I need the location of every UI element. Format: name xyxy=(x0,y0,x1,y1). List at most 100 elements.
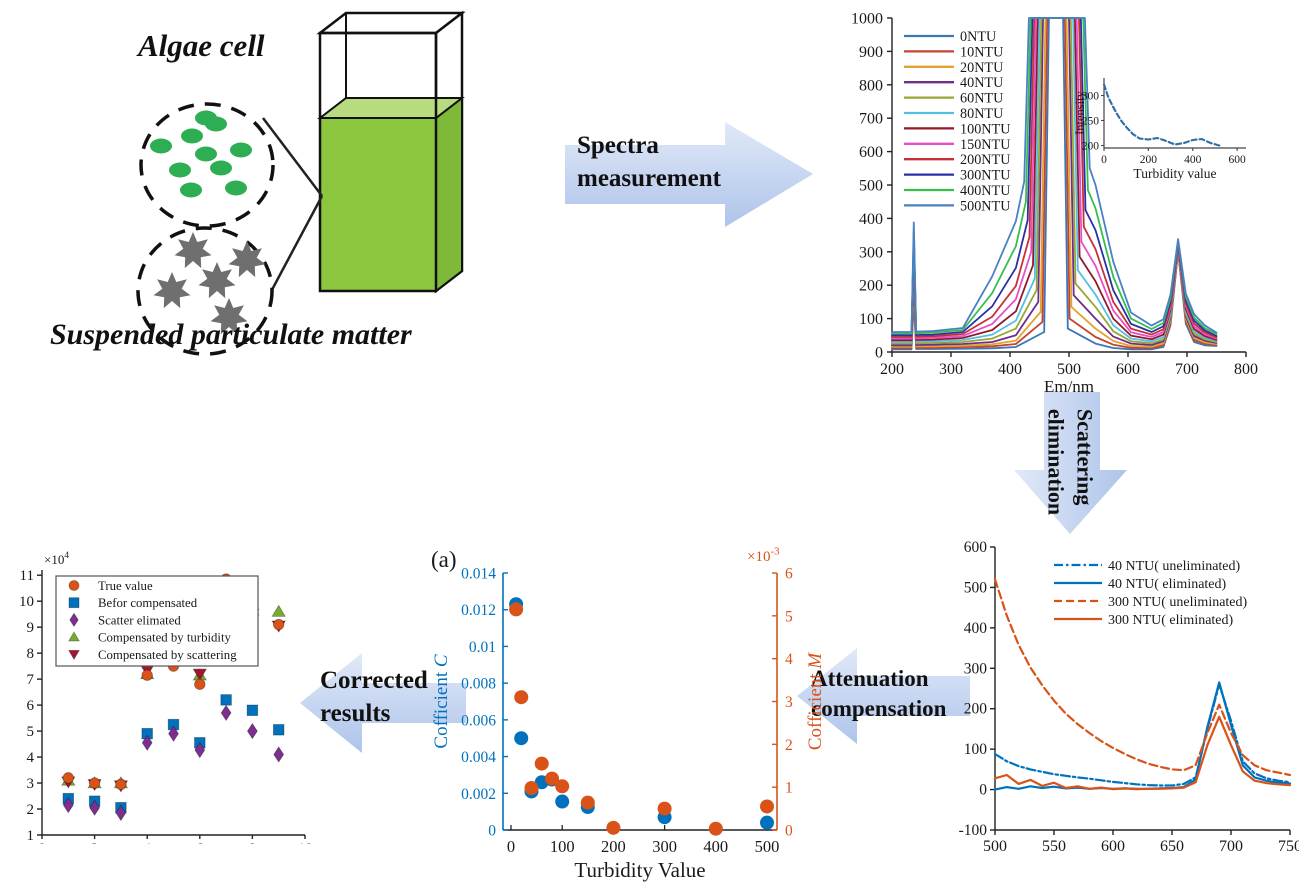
tick-label: 2 xyxy=(27,802,35,818)
scatter-point xyxy=(514,690,529,705)
marker-circle xyxy=(88,777,101,789)
legend-label: 300NTU xyxy=(960,168,1010,184)
tick-label: 0.012 xyxy=(461,602,496,619)
algae-cell xyxy=(150,138,172,154)
tick-label: 9 xyxy=(27,620,35,636)
particle-star xyxy=(153,272,191,309)
tick-label: 600 xyxy=(1229,154,1247,166)
inset-line xyxy=(1102,83,1221,147)
algae-cell xyxy=(195,110,217,126)
tick-label: 2 xyxy=(785,737,793,754)
algae-cell xyxy=(230,142,252,158)
tick-label: 400 xyxy=(1184,154,1202,166)
tick-label: 1000 xyxy=(851,11,883,28)
algae-cell xyxy=(180,182,202,198)
marker-circle xyxy=(115,778,127,791)
legend-label: Scatter elimated xyxy=(98,613,181,627)
tick-label: 6 xyxy=(27,698,35,714)
tick-label: 3 xyxy=(785,694,793,711)
scatter-point xyxy=(580,795,595,810)
legend-label: 400NTU xyxy=(960,183,1010,199)
axis-multiplier: ×10-3 xyxy=(747,545,779,565)
legend-label: 0NTU xyxy=(960,29,996,45)
tick-label: 500 xyxy=(859,178,883,195)
tick-label: 300 xyxy=(1082,91,1100,103)
tick-label: 500 xyxy=(983,838,1007,855)
arrow-label-line2: elimination xyxy=(1044,408,1069,516)
marker-diamond xyxy=(141,734,153,752)
scatter-point xyxy=(555,779,570,794)
liquid-front-face xyxy=(319,117,437,292)
tick-label: 700 xyxy=(1219,838,1243,855)
tick-label: 600 xyxy=(859,144,883,161)
algae-cell xyxy=(181,128,203,144)
left-arrow-icon xyxy=(300,653,466,753)
legend-label: 500NTU xyxy=(960,198,1010,214)
tick-label: 600 xyxy=(1101,838,1125,855)
arrow-corrected-results: Corrected results xyxy=(298,645,466,760)
tick-label: 500 xyxy=(964,579,988,596)
marker-triangle-down xyxy=(68,650,80,661)
arrow-label-line2: compensation xyxy=(811,695,947,721)
scatter-point xyxy=(534,756,549,771)
particle-stars xyxy=(153,232,266,335)
inset-x-label: Turbidity value xyxy=(1133,166,1216,181)
tick-label: 200 xyxy=(964,701,988,718)
marker-diamond xyxy=(168,725,179,742)
scatter-point xyxy=(708,821,723,836)
arrow-attenuation-compensation: Attenuation compensation xyxy=(795,640,970,752)
chart-elimination: -100 0 100 200 300 400 500 600 500 550 600 650 700 75… xyxy=(959,539,1299,855)
legend-label: 200NTU xyxy=(960,152,1010,168)
tick-label: 4 xyxy=(27,750,35,766)
scatter-point xyxy=(544,771,559,786)
cuvette-front-face xyxy=(318,31,438,293)
tick-label: 600 xyxy=(1116,361,1140,378)
tick-label: 5 xyxy=(27,724,35,740)
elimination-line xyxy=(993,683,1292,787)
tick-label: 200 xyxy=(880,361,904,378)
tick-label: 0 xyxy=(1101,154,1107,166)
tick-label: 1 xyxy=(785,780,793,797)
particle-star xyxy=(228,241,266,278)
tick-label: 0 xyxy=(488,823,496,840)
marker-triangle-down xyxy=(192,668,208,681)
tick-label: 1 xyxy=(27,828,35,844)
tick-label: 3 xyxy=(27,776,35,792)
tick-label: 0 xyxy=(785,823,793,840)
particle-star xyxy=(174,232,212,269)
tick-label: 7 xyxy=(27,672,35,688)
scatter-point xyxy=(760,815,774,830)
sample-illustration xyxy=(136,10,466,356)
tick-label: 10 xyxy=(19,594,34,610)
tick-label: 700 xyxy=(1175,361,1199,378)
tick-label: 600 xyxy=(964,539,988,556)
legend-label: 150NTU xyxy=(960,137,1010,153)
marker-circle xyxy=(141,669,153,681)
marker-diamond xyxy=(62,796,74,814)
marker-diamond xyxy=(246,722,258,740)
marker-square xyxy=(246,704,259,716)
tick-label: 200 xyxy=(601,837,626,856)
tick-label: 0 xyxy=(979,782,987,799)
marker-triangle-up xyxy=(68,631,80,642)
algae-circle xyxy=(139,102,275,228)
tick-label: 400 xyxy=(964,620,988,637)
legend-label: 300 NTU( uneliminated) xyxy=(1108,595,1248,610)
legend-label: 40 NTU( uneliminated) xyxy=(1108,559,1241,574)
marker-diamond xyxy=(220,704,232,722)
x-axis-label: Em/nm xyxy=(1044,377,1094,396)
tick-label: 0 xyxy=(507,837,515,856)
algae-cells xyxy=(150,110,252,198)
tick-label: 0.014 xyxy=(461,566,496,583)
marker-circle xyxy=(68,580,80,591)
tick-label: 200 xyxy=(1140,154,1158,166)
legend-label: 40 NTU( eliminated) xyxy=(1108,577,1227,592)
tick-label: 200 xyxy=(1082,141,1100,153)
tick-label: 200 xyxy=(859,278,883,295)
tick-label: 0.002 xyxy=(461,786,496,803)
elimination-line xyxy=(993,578,1292,777)
marker-square xyxy=(220,694,232,706)
tick-label: 550 xyxy=(1042,838,1066,855)
tick-label: 11 xyxy=(20,568,34,584)
marker-circle xyxy=(62,772,75,784)
